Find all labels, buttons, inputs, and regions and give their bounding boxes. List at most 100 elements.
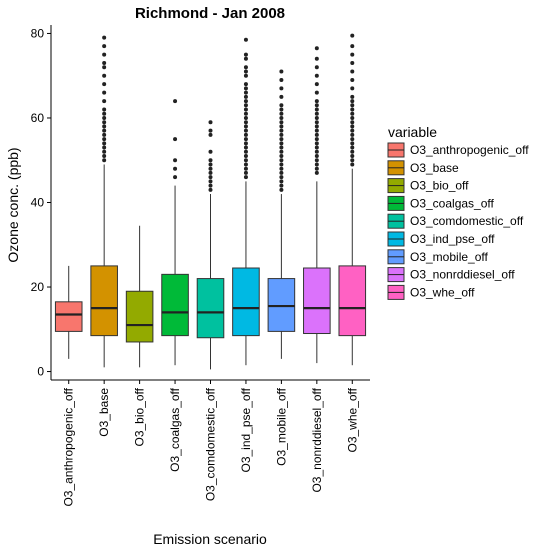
box-O3_anthropogenic_off xyxy=(54,265,83,359)
y-tick-label: 0 xyxy=(37,365,44,379)
outlier-point xyxy=(243,154,248,159)
outlier-point xyxy=(243,107,248,112)
outlier-point xyxy=(243,137,248,142)
legend-item: O3_bio_off xyxy=(387,178,469,194)
outlier-point xyxy=(350,137,355,142)
outlier-point xyxy=(314,90,319,95)
x-axis-title: Emission scenario xyxy=(153,531,267,547)
box-O3_whe_off xyxy=(338,33,367,366)
x-tick-label: O3_ind_pse_off xyxy=(239,387,253,472)
legend-label: O3_base xyxy=(410,161,459,175)
outlier-point xyxy=(102,149,107,154)
outlier-point xyxy=(208,158,213,163)
box-iqr xyxy=(54,301,83,332)
outlier-point xyxy=(208,175,213,180)
x-axis-ticks: O3_anthropogenic_off O3_base O3_bio_off O3_… xyxy=(62,380,359,507)
outlier-point xyxy=(102,73,107,78)
outlier-point xyxy=(350,154,355,159)
outlier-point xyxy=(350,128,355,133)
legend: variable O3_anthropogenic_off O3_base O3_b… xyxy=(387,124,529,300)
outlier-point xyxy=(350,149,355,154)
outlier-point xyxy=(243,158,248,163)
x-tick-label: O3_coalgas_off xyxy=(168,387,182,472)
outlier-point xyxy=(243,124,248,129)
box-iqr xyxy=(161,273,189,337)
legend-item: O3_coalgas_off xyxy=(387,195,495,211)
box-O3_comdomestic_off xyxy=(196,120,225,370)
outlier-point xyxy=(279,158,284,163)
legend-label: O3_anthropogenic_off xyxy=(410,143,529,157)
outlier-point xyxy=(314,162,319,167)
outlier-point xyxy=(243,94,248,99)
legend-label: O3_comdomestic_off xyxy=(410,214,524,228)
outlier-point xyxy=(314,107,319,112)
box-O3_coalgas_off xyxy=(161,99,189,366)
outlier-point xyxy=(350,52,355,57)
outlier-point xyxy=(279,145,284,150)
outlier-point xyxy=(350,94,355,99)
outlier-point xyxy=(350,69,355,74)
outlier-point xyxy=(208,120,213,125)
outlier-point xyxy=(208,183,213,188)
outlier-point xyxy=(243,115,248,120)
outlier-point xyxy=(173,99,178,104)
legend-item: O3_whe_off xyxy=(387,284,475,300)
outlier-point xyxy=(279,141,284,146)
outlier-point xyxy=(314,46,319,51)
y-tick-label: 80 xyxy=(31,26,45,40)
outlier-point xyxy=(208,170,213,175)
outlier-point xyxy=(279,149,284,154)
outlier-point xyxy=(314,137,319,142)
outlier-point xyxy=(243,86,248,91)
outlier-point xyxy=(314,141,319,146)
outlier-point xyxy=(314,56,319,61)
outlier-point xyxy=(279,175,284,180)
outlier-point xyxy=(208,179,213,184)
box-O3_nonrddiesel_off xyxy=(303,46,331,364)
outlier-point xyxy=(243,141,248,146)
outlier-point xyxy=(173,166,178,171)
outlier-point xyxy=(173,137,178,142)
outlier-point xyxy=(314,149,319,154)
outlier-point xyxy=(173,175,178,180)
outlier-point xyxy=(243,73,248,78)
outlier-point xyxy=(314,115,319,120)
legend-label: O3_coalgas_off xyxy=(410,196,495,210)
outlier-point xyxy=(208,166,213,171)
outlier-point xyxy=(279,187,284,192)
outlier-point xyxy=(279,183,284,188)
outlier-point xyxy=(314,111,319,116)
outlier-point xyxy=(208,132,213,137)
outlier-point xyxy=(243,65,248,70)
outlier-point xyxy=(279,69,284,74)
outlier-point xyxy=(279,103,284,108)
outlier-point xyxy=(208,162,213,167)
box-iqr xyxy=(196,278,225,339)
box-iqr xyxy=(125,290,154,343)
outlier-point xyxy=(350,111,355,116)
outlier-point xyxy=(102,120,107,125)
outlier-point xyxy=(350,77,355,82)
outlier-point xyxy=(350,162,355,167)
x-tick-label: O3_nonrddiesel_off xyxy=(310,387,324,492)
outlier-point xyxy=(350,120,355,125)
legend-title: variable xyxy=(388,124,437,140)
outlier-point xyxy=(350,158,355,163)
outlier-point xyxy=(350,44,355,49)
outlier-point xyxy=(243,132,248,137)
outlier-point xyxy=(279,132,284,137)
outlier-point xyxy=(279,179,284,184)
outlier-point xyxy=(314,145,319,150)
outlier-point xyxy=(350,132,355,137)
outlier-point xyxy=(279,120,284,125)
legend-label: O3_bio_off xyxy=(410,179,469,193)
box-iqr xyxy=(90,265,118,337)
outlier-point xyxy=(314,132,319,137)
outlier-point xyxy=(350,124,355,129)
outlier-point xyxy=(279,162,284,167)
outlier-point xyxy=(350,99,355,104)
outlier-point xyxy=(208,187,213,192)
outlier-point xyxy=(102,99,107,104)
outlier-point xyxy=(243,166,248,171)
outlier-point xyxy=(350,86,355,91)
